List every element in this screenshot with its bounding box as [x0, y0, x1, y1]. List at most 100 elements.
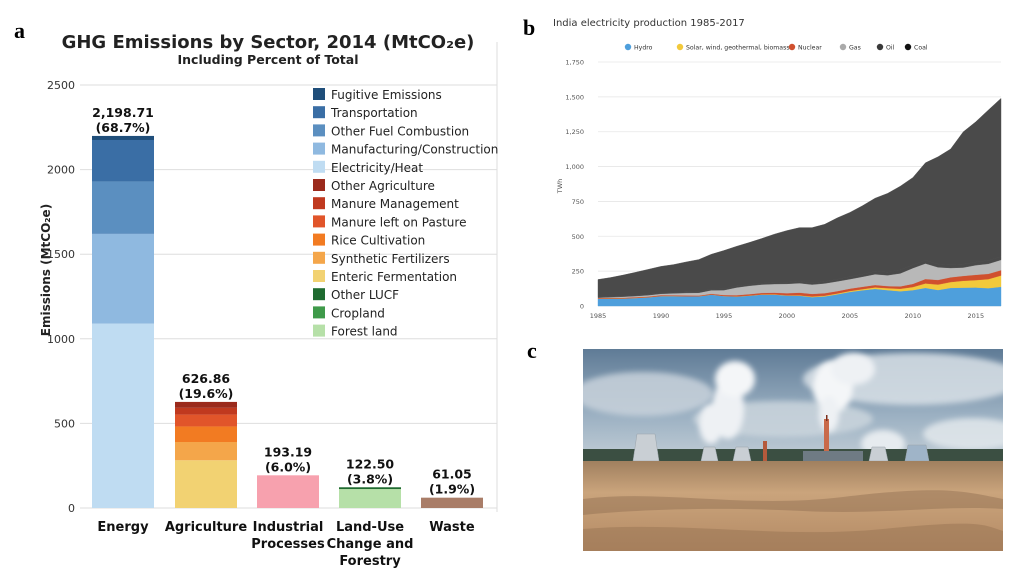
bar-segment	[175, 442, 237, 461]
chart-title: India electricity production 1985-2017	[553, 18, 745, 29]
legend-swatch	[313, 197, 325, 210]
x-tick-label: 1995	[716, 312, 733, 320]
bar-total-value: 122.50	[346, 456, 395, 471]
legend-label: Rice Cultivation	[331, 234, 425, 248]
bar-segment	[92, 233, 154, 324]
bar-total-percent: (6.0%)	[265, 459, 311, 474]
smokestacks	[763, 415, 829, 461]
category-labels: Energy Agriculture Industrial Processes Land…	[97, 520, 474, 569]
legend-label: Manure Management	[331, 197, 459, 211]
bar-segment	[339, 489, 401, 508]
panel-label-b: b	[523, 15, 536, 40]
legend-marker	[904, 43, 912, 51]
legend-label: Forest land	[331, 325, 398, 339]
legend-swatch	[313, 179, 325, 191]
legend-label: Manufacturing/Construction	[331, 143, 498, 157]
legend-swatch	[313, 106, 325, 119]
ground-terraces	[583, 490, 1003, 515]
legend-label: Enteric Fermentation	[331, 270, 457, 284]
legend-swatch	[313, 251, 325, 264]
chart-subtitle: Including Percent of Total	[177, 52, 358, 67]
y-axis-ticks: 0 500 1000 1500 2000 2500	[47, 79, 75, 515]
legend-label: Other Fuel Combustion	[331, 124, 469, 138]
ground-shadow	[583, 523, 1003, 551]
area-coal	[597, 97, 1002, 298]
tree-line	[583, 449, 1003, 463]
y-tick-label: 2000	[47, 164, 75, 177]
bar-segment	[92, 323, 154, 508]
x-tick-label: 1985	[590, 312, 607, 320]
bar-total-percent: (3.8%)	[347, 471, 393, 486]
x-tick-label: 2000	[779, 312, 796, 320]
legend-swatch	[313, 215, 325, 228]
plant-buildings	[803, 451, 863, 461]
y-axis-label: TWh	[556, 179, 564, 195]
legend-label: Synthetic Fertilizers	[331, 252, 450, 266]
x-axis-ticks: 1985 1990 1995 2000 2005 2010 2015	[590, 312, 984, 320]
y-tick-label: 2500	[47, 79, 75, 92]
bar-segment	[339, 487, 401, 490]
legend: Hydro Solar, wind, geothermal, biomass Nuc…	[624, 43, 928, 52]
y-tick-label: 500	[54, 417, 75, 430]
legend-marker	[839, 43, 847, 51]
y-tick-label: 500	[572, 233, 584, 241]
y-tick-label: 750	[572, 198, 584, 206]
bar-segment	[175, 401, 237, 408]
legend-label: Nuclear	[798, 45, 822, 52]
legend-swatch	[313, 160, 325, 173]
y-tick-label: 1,250	[565, 128, 584, 136]
legend-label: Solar, wind, geothermal, biomass	[686, 45, 790, 52]
bar-segment	[92, 181, 154, 234]
legend-swatch	[313, 233, 325, 246]
y-tick-label: 1,500	[565, 93, 584, 101]
bar-total-value: 193.19	[264, 444, 312, 459]
bar-total-percent: (1.9%)	[429, 482, 475, 497]
legend-swatch	[313, 288, 325, 301]
legend-label: Other LUCF	[331, 288, 399, 302]
area-series	[597, 97, 1002, 307]
category-label: Land-Use	[336, 520, 404, 535]
legend-swatch	[313, 88, 325, 100]
legend-label: Hydro	[634, 45, 653, 52]
bar-segment	[175, 414, 237, 427]
legend-swatch	[313, 142, 325, 155]
legend-label: Other Agriculture	[331, 179, 435, 193]
bar-total-percent: (19.6%)	[179, 386, 234, 401]
y-tick-label: 1500	[47, 248, 75, 261]
bar-segment	[175, 426, 237, 443]
category-label: Forestry	[339, 554, 401, 569]
y-tick-label: 1,750	[565, 59, 584, 67]
legend-label: Electricity/Heat	[331, 161, 423, 175]
panel-label-c: c	[527, 338, 537, 363]
y-tick-label: 1,000	[565, 163, 584, 171]
legend-label: Manure left on Pasture	[331, 215, 466, 229]
bar-total-value: 2,198.71	[92, 105, 154, 120]
legend-label: Oil	[886, 45, 895, 52]
category-label: Agriculture	[165, 520, 248, 535]
category-label: Processes	[251, 537, 325, 552]
bar-segment	[175, 460, 237, 508]
y-axis-label: Emissions (MtCO₂e)	[39, 204, 53, 336]
legend: Fugitive Emissions Transportation Other Fu…	[313, 88, 498, 339]
bar-segment	[92, 139, 154, 182]
category-label: Waste	[429, 520, 475, 535]
chart-title: GHG Emissions by Sector, 2014 (MtCO₂e)	[62, 32, 475, 53]
bar-segment	[175, 407, 237, 415]
legend-marker	[676, 43, 684, 51]
y-tick-label: 250	[572, 268, 584, 276]
bar-total-value: 626.86	[182, 371, 231, 386]
bar-total-labels: 2,198.71(68.7%) 626.86(19.6%) 193.19(6.0%)…	[92, 105, 475, 497]
legend-swatch	[313, 270, 325, 282]
legend-swatch	[313, 306, 325, 319]
legend-swatch	[313, 324, 325, 337]
legend-label: Coal	[914, 45, 928, 52]
legend-label: Transportation	[330, 106, 418, 120]
legend-marker	[876, 43, 884, 51]
category-label: Energy	[97, 520, 149, 535]
india-electricity-area-chart: India electricity production 1985-2017 H…	[553, 18, 1002, 320]
bar-total-percent: (68.7%)	[96, 120, 151, 135]
category-label: Change and	[327, 537, 414, 552]
legend-label: Cropland	[331, 306, 385, 320]
x-tick-label: 2010	[905, 312, 922, 320]
legend-label: Gas	[849, 45, 861, 52]
